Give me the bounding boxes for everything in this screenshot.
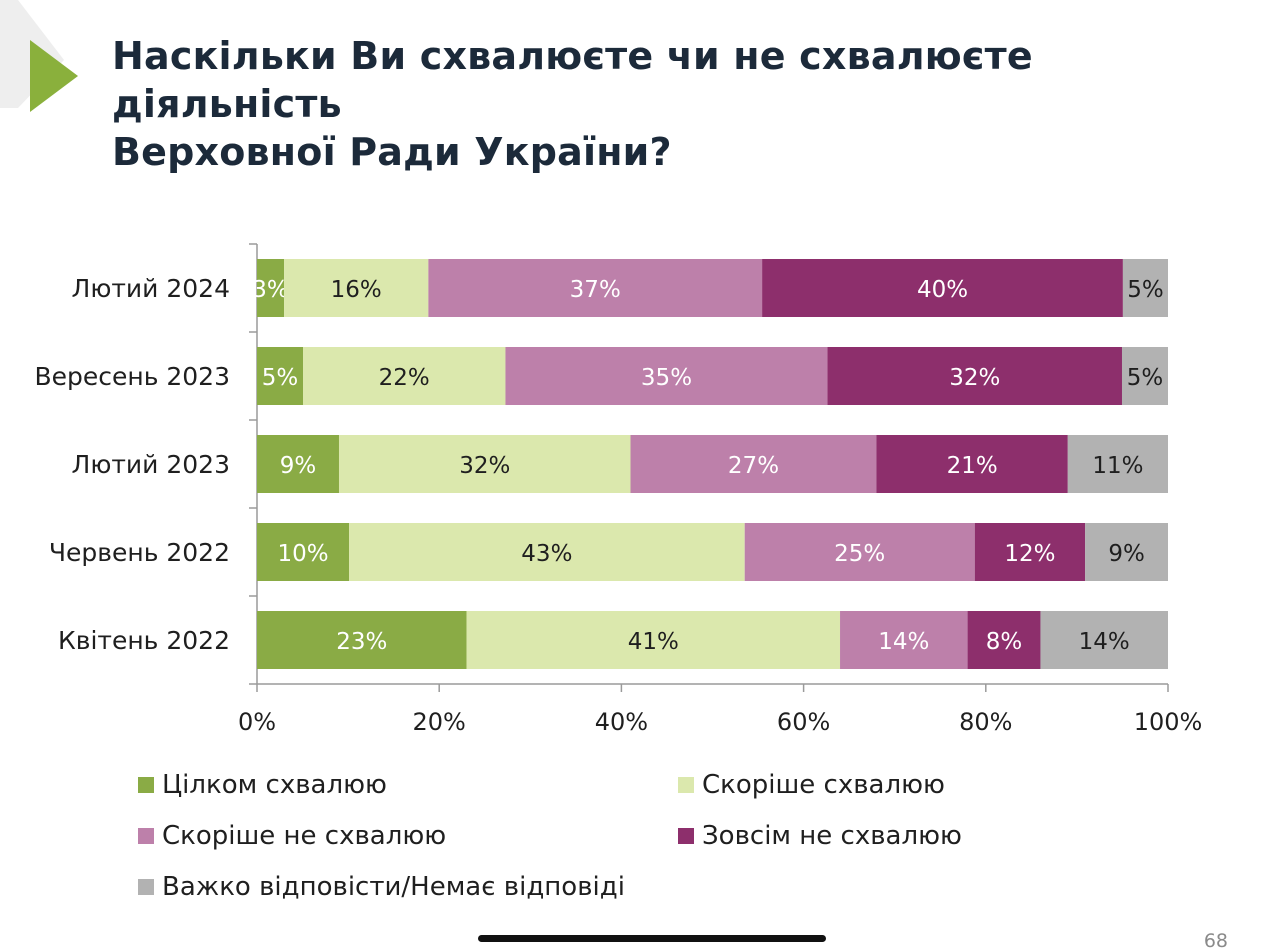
legend-item-fully-disapprove: Зовсім не схвалюю bbox=[678, 821, 962, 851]
bar-segment bbox=[303, 347, 506, 405]
bar-segment bbox=[428, 259, 763, 317]
bar-value-label: 27% bbox=[728, 453, 779, 479]
bar-value-label: 37% bbox=[570, 277, 621, 303]
bar-segment bbox=[762, 259, 1123, 317]
bar-segment bbox=[257, 523, 350, 581]
bar-value-label: 10% bbox=[277, 541, 328, 567]
legend-item-rather-disapprove: Скоріше не схвалюю bbox=[138, 821, 446, 851]
bar-value-label: 25% bbox=[834, 541, 885, 567]
legend-swatch-fully-approve bbox=[138, 777, 154, 793]
bar-segment bbox=[257, 259, 285, 317]
bar-segment bbox=[876, 435, 1068, 493]
legend-label-rather-disapprove: Скоріше не схвалюю bbox=[162, 821, 447, 851]
legend-label-rather-approve: Скоріше схвалюю bbox=[702, 770, 945, 800]
bar-segment bbox=[1121, 347, 1168, 405]
legend-swatch-rather-approve bbox=[678, 777, 694, 793]
x-tick-label: 100% bbox=[1134, 708, 1203, 736]
category-label: Лютий 2023 bbox=[72, 450, 230, 479]
legend-item-fully-approve: Цілком схвалюю bbox=[138, 770, 387, 800]
bar-segment bbox=[284, 259, 429, 317]
bar-value-label: 32% bbox=[949, 365, 1000, 391]
home-indicator-bar bbox=[478, 935, 826, 942]
bar-value-label: 5% bbox=[1127, 365, 1164, 391]
x-tick-label: 40% bbox=[595, 708, 648, 736]
bar-value-label: 41% bbox=[628, 629, 679, 655]
category-label: Вересень 2023 bbox=[34, 362, 230, 391]
bar-segment bbox=[1122, 259, 1168, 317]
bar-segment bbox=[967, 611, 1041, 669]
bar-value-label: 21% bbox=[947, 453, 998, 479]
bar-segment bbox=[630, 435, 877, 493]
slide-arrow-icon bbox=[30, 40, 78, 112]
bar-value-label: 9% bbox=[280, 453, 317, 479]
page-number: 68 bbox=[1203, 930, 1228, 952]
bar-segment bbox=[257, 435, 339, 493]
legend-label-fully-approve: Цілком схвалюю bbox=[162, 770, 387, 800]
bar-segment bbox=[1040, 611, 1168, 669]
bar-value-label: 14% bbox=[878, 629, 929, 655]
bar-segment bbox=[257, 611, 467, 669]
bar-value-label: 9% bbox=[1108, 541, 1145, 567]
bar-value-label: 23% bbox=[336, 629, 387, 655]
bar-value-label: 35% bbox=[641, 365, 692, 391]
bar-segment bbox=[349, 523, 745, 581]
bar-value-label: 22% bbox=[379, 365, 430, 391]
slide-title-line-1: Наскільки Ви схвалюєте чи не схвалюєте д… bbox=[112, 34, 1033, 126]
legend-item-rather-approve: Скоріше схвалюю bbox=[678, 770, 945, 800]
slide-title: Наскільки Ви схвалюєте чи не схвалюєте д… bbox=[112, 32, 1232, 176]
x-tick-label: 80% bbox=[959, 708, 1012, 736]
bar-segment bbox=[840, 611, 968, 669]
legend-swatch-hard-to-say bbox=[138, 879, 154, 895]
bar-value-label: 12% bbox=[1004, 541, 1055, 567]
bar-segment bbox=[1067, 435, 1168, 493]
legend-label-hard-to-say: Важко відповісти/Немає відповіді bbox=[162, 872, 625, 902]
stacked-bar-chart: 0% 20% 40% 60% 80% 100% Лютий 2024 3% 16% 37% 40% 5… bbox=[34, 243, 1203, 736]
bar-value-label: 11% bbox=[1092, 453, 1143, 479]
bar-segment bbox=[466, 611, 841, 669]
legend-swatch-fully-disapprove bbox=[678, 828, 694, 844]
bar-value-label: 16% bbox=[331, 277, 382, 303]
legend-item-hard-to-say: Важко відповісти/Немає відповіді bbox=[138, 872, 625, 902]
x-tick-label: 20% bbox=[413, 708, 466, 736]
bar-value-label: 40% bbox=[917, 277, 968, 303]
bar-value-label: 5% bbox=[1127, 277, 1164, 303]
bar-value-label: 14% bbox=[1079, 629, 1130, 655]
bar-segment bbox=[744, 523, 975, 581]
bar-value-label: 43% bbox=[521, 541, 572, 567]
bar-value-label: 3% bbox=[252, 277, 289, 303]
bar-segment bbox=[257, 347, 304, 405]
bar-value-label: 8% bbox=[986, 629, 1023, 655]
bar-segment bbox=[338, 435, 631, 493]
bar-segment bbox=[974, 523, 1086, 581]
x-tick-label: 0% bbox=[238, 708, 276, 736]
legend-label-fully-disapprove: Зовсім не схвалюю bbox=[702, 821, 962, 851]
bar-segment bbox=[505, 347, 828, 405]
bar-segment bbox=[1085, 523, 1168, 581]
bar-segment bbox=[827, 347, 1122, 405]
bar-value-label: 32% bbox=[459, 453, 510, 479]
category-label: Квітень 2022 bbox=[58, 626, 230, 655]
category-label: Червень 2022 bbox=[49, 538, 230, 567]
category-label: Лютий 2024 bbox=[72, 274, 230, 303]
bar-value-label: 5% bbox=[262, 365, 299, 391]
slide-title-line-2: Верховної Ради України? bbox=[112, 130, 672, 174]
legend-swatch-rather-disapprove bbox=[138, 828, 154, 844]
x-tick-label: 60% bbox=[777, 708, 830, 736]
